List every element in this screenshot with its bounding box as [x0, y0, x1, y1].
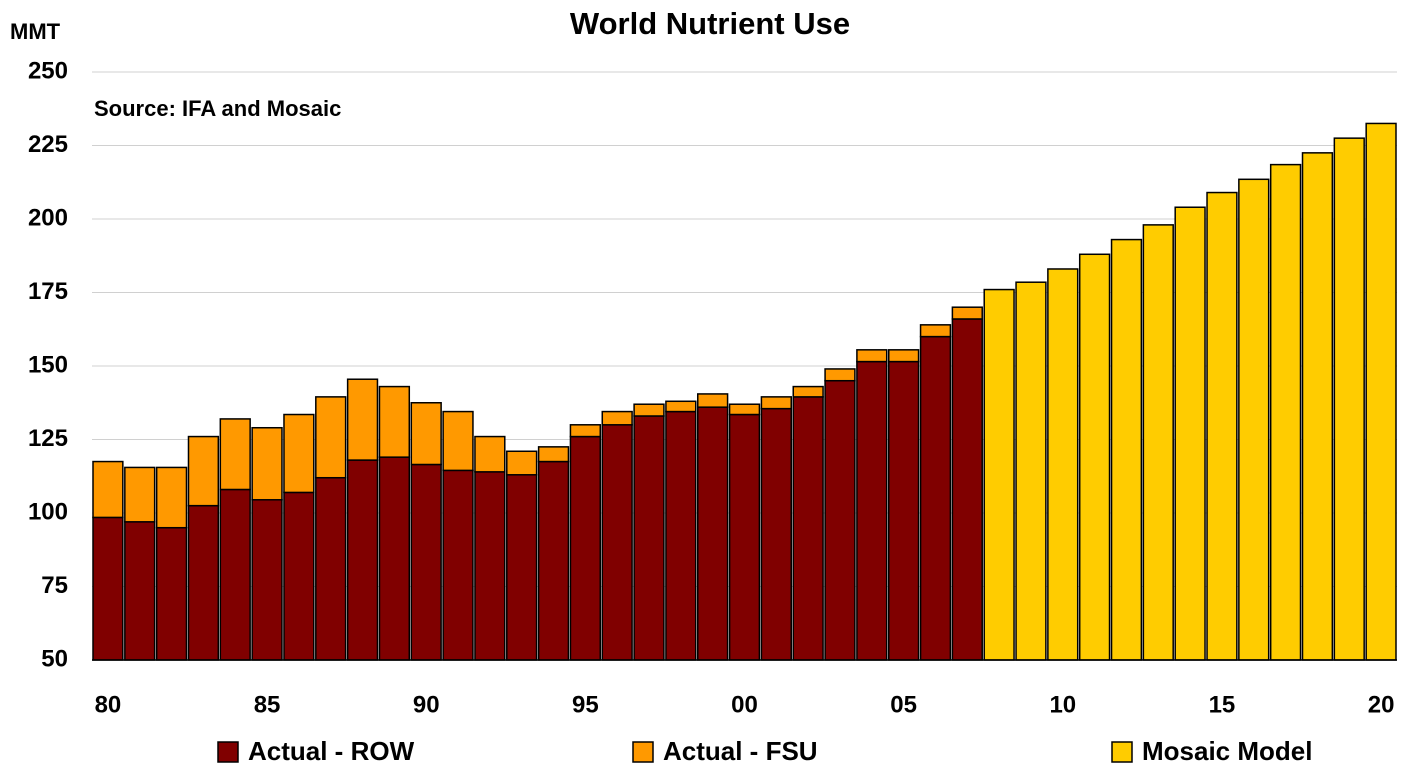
legend-swatch — [217, 741, 239, 763]
bar-segment — [728, 403, 761, 416]
y-tick-label: 250 — [28, 57, 68, 84]
bar-segment — [283, 491, 315, 661]
bar-segment — [124, 521, 156, 661]
bar-segment — [697, 406, 729, 661]
bar-segment — [887, 349, 920, 363]
bar-segment — [442, 410, 474, 472]
bar-segment — [1301, 152, 1334, 661]
y-tick-label: 100 — [28, 498, 68, 525]
bar-segment — [951, 318, 983, 661]
bar-segment — [824, 379, 856, 661]
x-tick-label: 85 — [254, 691, 281, 718]
bar-segment — [919, 335, 952, 661]
bar-segment — [187, 504, 220, 661]
legend-swatch — [632, 741, 654, 763]
bar-segment — [856, 349, 888, 363]
bar-segment — [1238, 178, 1270, 661]
bar-segment — [219, 418, 251, 491]
x-tick-label: 80 — [95, 691, 122, 718]
x-tick-label: 10 — [1049, 691, 1076, 718]
x-tick-label: 95 — [572, 691, 599, 718]
bar-segment — [346, 459, 379, 661]
x-tick-label: 05 — [890, 691, 917, 718]
bar-segment — [410, 463, 442, 661]
bar-segment — [919, 324, 952, 338]
bar-segment — [442, 469, 474, 661]
y-tick-label: 75 — [41, 572, 68, 599]
legend-label: Actual - FSU — [663, 736, 818, 766]
y-tick-label: 175 — [28, 278, 68, 305]
bar-segment — [1174, 206, 1206, 661]
bar-segment — [474, 471, 506, 661]
bar-segment — [665, 400, 697, 413]
bar-segment — [92, 516, 124, 661]
bar-segment — [251, 499, 283, 661]
bar-segment — [601, 424, 633, 661]
bar-segment — [1110, 238, 1143, 661]
bar-segment — [187, 435, 220, 507]
bar-segment — [824, 368, 856, 382]
bar-segment — [728, 413, 761, 661]
bar-segment — [506, 474, 538, 661]
bar-segment — [601, 410, 633, 426]
bar-segment — [951, 306, 983, 320]
y-tick-label: 225 — [28, 131, 68, 158]
legend-swatch — [1111, 741, 1133, 763]
bar-segment — [410, 402, 442, 466]
bar-segment — [1047, 268, 1079, 661]
bar-segment — [315, 396, 347, 479]
bar-segment — [760, 396, 792, 410]
bar-segment — [155, 526, 188, 661]
y-tick-label: 50 — [41, 645, 68, 672]
y-axis-label: MMT — [10, 19, 61, 44]
bar-segment — [792, 385, 824, 398]
bar-segment — [92, 460, 124, 519]
bar-segment — [1142, 224, 1174, 661]
bar-segment — [1269, 163, 1302, 661]
y-tick-label: 150 — [28, 351, 68, 378]
bar-segment — [792, 396, 824, 661]
y-tick-label: 200 — [28, 204, 68, 231]
bar-segment — [124, 466, 156, 523]
x-tick-label: 15 — [1209, 691, 1236, 718]
bar-segment — [506, 450, 538, 476]
bar-segment — [537, 446, 570, 463]
y-tick-label: 125 — [28, 425, 68, 452]
bar-segment — [283, 413, 315, 494]
bar-segment — [378, 385, 411, 458]
bar-segment — [537, 460, 570, 661]
chart-title: World Nutrient Use — [570, 6, 850, 41]
bar-segment — [887, 360, 920, 661]
legend-label: Actual - ROW — [248, 736, 415, 766]
bar-segment — [1365, 122, 1397, 661]
bar-segment — [219, 488, 251, 661]
x-tick-label: 20 — [1368, 691, 1395, 718]
bar-segment — [569, 424, 602, 438]
bar-segment — [760, 407, 792, 661]
x-tick-label: 90 — [413, 691, 440, 718]
legend-label: Mosaic Model — [1142, 736, 1312, 766]
annotation: Source: IFA and Mosaic — [94, 96, 341, 121]
bar-segment — [1206, 191, 1238, 661]
bar-segment — [378, 456, 411, 661]
x-tick-label: 00 — [731, 691, 758, 718]
bar-segment — [346, 378, 379, 461]
bar-segment — [697, 393, 729, 408]
bar-segment — [856, 360, 888, 661]
bar-segment — [251, 426, 283, 501]
bar-segment — [633, 403, 665, 417]
bar-segment — [1333, 137, 1365, 661]
bar-segment — [633, 415, 665, 661]
bar-segment — [1078, 253, 1111, 661]
bar-segment — [983, 288, 1015, 661]
bar-segment — [1015, 281, 1047, 661]
bar-segment — [474, 435, 506, 473]
bar-segment — [155, 466, 188, 529]
bar-segment — [569, 435, 602, 661]
bar-segment — [315, 476, 347, 661]
bar-segment — [665, 410, 697, 661]
